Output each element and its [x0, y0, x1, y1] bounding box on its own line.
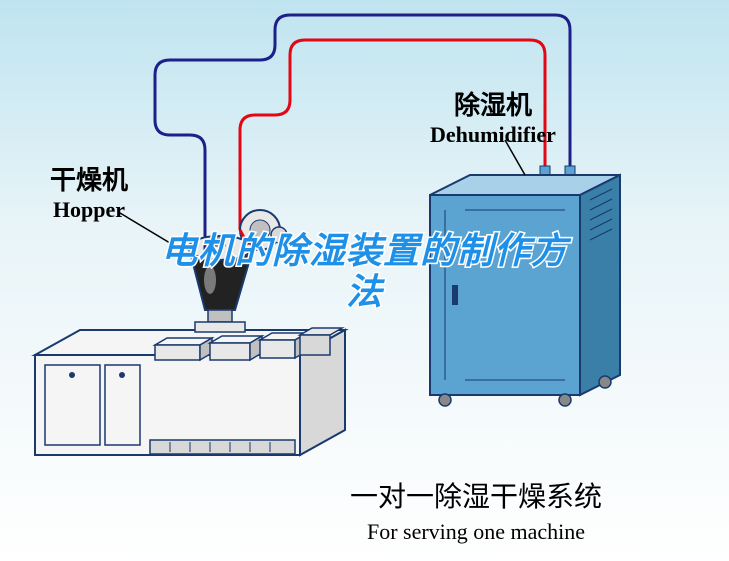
- hopper-label-en: Hopper: [50, 197, 128, 223]
- hopper-label-cn: 干燥机: [50, 160, 128, 197]
- system-title-cn: 一对一除湿干燥系统: [350, 475, 602, 515]
- dehumidifier-label: 除湿机 Dehumidifier: [430, 85, 556, 148]
- title-line2: 法: [0, 271, 729, 312]
- system-title-en: For serving one machine: [350, 519, 602, 545]
- system-title: 一对一除湿干燥系统 For serving one machine: [350, 475, 602, 545]
- dehumidifier-label-en: Dehumidifier: [430, 122, 556, 148]
- hopper-label: 干燥机 Hopper: [50, 160, 128, 223]
- title-overlay: 电机的除湿装置的制作方 法: [0, 230, 729, 313]
- title-line1: 电机的除湿装置的制作方: [0, 230, 729, 271]
- dehumidifier-label-cn: 除湿机: [430, 85, 556, 122]
- extruder-machine: [35, 328, 345, 455]
